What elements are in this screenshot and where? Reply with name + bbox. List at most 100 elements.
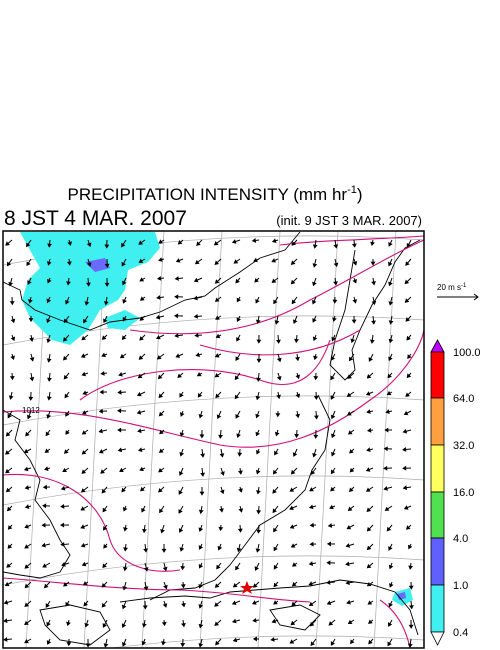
wind-head: [326, 541, 332, 547]
wind-head: [309, 621, 315, 627]
wind-head: [121, 242, 126, 248]
wind-arrow: [117, 447, 127, 453]
wind-arrow: [371, 315, 376, 325]
wind-head: [6, 563, 11, 568]
wind-arrow: [349, 448, 355, 454]
wind-arrow: [255, 296, 260, 304]
wind-arrow: [198, 524, 204, 533]
wind-arrow: [181, 600, 186, 608]
wind-head: [271, 278, 277, 283]
wind-arrow: [236, 429, 241, 439]
wind-arrow: [255, 467, 261, 475]
wind-head: [101, 583, 107, 588]
wind-head: [103, 301, 109, 306]
wind-arrow: [66, 277, 71, 286]
wind-head: [23, 448, 29, 454]
wind-arrow: [121, 486, 127, 493]
wind-head: [121, 335, 127, 340]
wind-arrow: [162, 600, 168, 608]
wind-arrow: [24, 600, 32, 607]
wind-head: [42, 503, 47, 509]
wind-arrow: [274, 429, 280, 437]
wind-head: [158, 257, 163, 262]
wind-head: [408, 624, 414, 629]
wind-arrow: [406, 239, 412, 248]
wind-head: [310, 641, 315, 647]
wind-head: [42, 484, 48, 490]
wind-arrow: [158, 239, 165, 244]
wind-head: [177, 373, 182, 378]
wind-scale-text: 20 m s: [437, 283, 461, 292]
wind-arrow: [159, 429, 165, 435]
wind-head: [121, 623, 127, 628]
wind-head: [85, 282, 91, 287]
wind-arrow: [84, 619, 90, 628]
wind-head: [193, 277, 199, 283]
wind-arrow: [232, 581, 241, 588]
wind-arrow: [141, 638, 147, 646]
wind-head: [41, 522, 46, 528]
wind-head: [232, 618, 237, 624]
wind-arrow: [122, 277, 127, 286]
wind-scale-exponent: -1: [461, 283, 467, 289]
wind-head: [214, 583, 220, 588]
wind-arrow: [238, 467, 243, 475]
wind-head: [63, 449, 69, 454]
wind-head: [198, 584, 203, 589]
wind-head: [4, 581, 10, 587]
wind-head: [351, 243, 357, 248]
wind-arrow: [194, 332, 203, 338]
wind-head: [143, 567, 149, 572]
wind-arrow: [139, 315, 146, 321]
wind-head: [137, 447, 143, 453]
wind-arrow: [158, 448, 165, 453]
wind-arrow: [308, 504, 317, 510]
wind-arrow: [101, 600, 108, 608]
wind-head: [232, 583, 238, 588]
wind-head: [219, 453, 225, 458]
wind-arrow: [65, 429, 70, 435]
wind-arrow: [370, 258, 376, 266]
wind-head: [231, 600, 237, 606]
wind-arrow: [330, 372, 336, 381]
wind-head: [8, 281, 14, 287]
wind-head: [66, 281, 71, 286]
wind-head: [123, 547, 128, 552]
wind-head: [199, 434, 205, 439]
wind-head: [65, 412, 70, 417]
wind-head: [156, 355, 162, 360]
wind-head: [118, 371, 123, 377]
wind-arrow: [45, 600, 51, 608]
wind-head: [388, 602, 393, 608]
wind-head: [326, 600, 332, 606]
wind-head: [217, 545, 223, 551]
wind-head: [403, 505, 409, 510]
wind-head: [98, 408, 103, 414]
wind-arrow: [312, 296, 317, 305]
wind-arrow: [256, 505, 262, 515]
wind-head: [349, 467, 355, 473]
wind-head: [387, 641, 392, 647]
wind-head: [122, 566, 128, 572]
title-close: ): [357, 185, 363, 204]
wind-arrow: [142, 600, 148, 610]
wind-head: [122, 506, 128, 512]
wind-arrow: [326, 580, 336, 585]
wind-arrow: [408, 619, 414, 629]
wind-head: [86, 262, 92, 267]
wind-head: [24, 638, 29, 644]
wind-arrow: [82, 390, 89, 396]
wind-head: [366, 507, 372, 512]
wind-head: [121, 487, 126, 493]
wind-arrow: [330, 467, 336, 475]
wind-head: [367, 619, 373, 624]
wind-arrow: [289, 524, 298, 529]
wind-arrow: [117, 408, 127, 414]
wind-arrow: [139, 277, 146, 282]
wind-head: [66, 642, 72, 647]
wind-head: [253, 257, 258, 263]
wind-head: [24, 544, 29, 549]
wind-head: [367, 427, 372, 433]
wind-arrow: [252, 581, 260, 588]
wind-head: [102, 623, 107, 628]
